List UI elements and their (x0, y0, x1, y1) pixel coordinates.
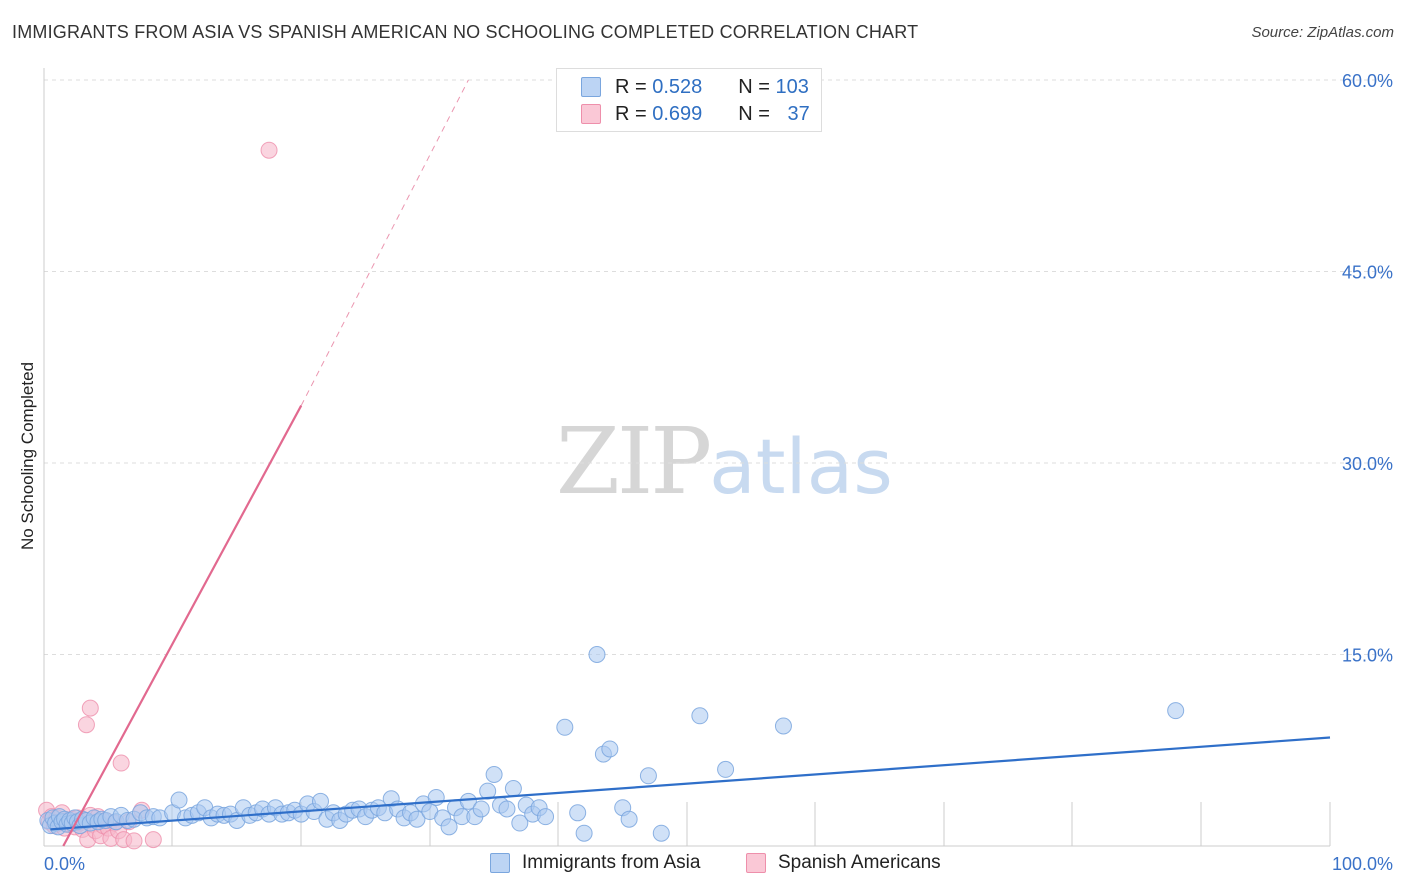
x-tick-label-max: 100.0% (1332, 854, 1393, 874)
spanish-americans-points (38, 141, 278, 850)
immigrants-asia-point (311, 792, 329, 810)
immigrants-asia-point (575, 824, 593, 842)
immigrants-asia-point (479, 782, 497, 800)
immigrants-asia-point (601, 740, 619, 758)
source-credit: Source: ZipAtlas.com (1251, 24, 1394, 41)
immigrants-asia-point (485, 766, 503, 784)
legend-row-asia: R = 0.528 N = 103 (557, 74, 809, 100)
immigrants-asia-point (691, 707, 709, 725)
spanish-americans-point (112, 754, 130, 772)
spanish-trend-extension (300, 79, 469, 406)
asia-trend-line (50, 736, 1331, 831)
correlation-legend: R = 0.528 N = 103 R = 0.699 N = 37 (556, 68, 822, 132)
immigrants-asia-point (588, 646, 606, 663)
immigrants-asia-point (717, 760, 735, 778)
grid-lines (44, 79, 1392, 846)
spanish-americans-point (77, 716, 95, 734)
immigrants-asia-point (652, 824, 670, 842)
immigrants-asia-point (620, 810, 638, 828)
y-tick-label: 15.0% (1342, 646, 1393, 666)
immigrants-asia-point (537, 808, 555, 826)
immigrants-asia-point (472, 800, 490, 818)
immigrants-asia-point (639, 767, 657, 785)
legend-row-spanish: R = 0.699 N = 37 (557, 101, 810, 127)
blue-swatch (490, 853, 510, 873)
pink-swatch (581, 104, 601, 124)
spanish-americans-point (125, 832, 143, 850)
watermark: ZIPatlas (556, 408, 893, 515)
y-tick-label: 30.0% (1342, 454, 1393, 474)
immigrants-asia-point (440, 818, 458, 836)
blue-swatch (581, 77, 601, 97)
immigrants-asia-point (556, 718, 574, 736)
immigrants-asia-point (1167, 702, 1185, 720)
immigrants-asia-points (39, 646, 1185, 842)
axes (43, 68, 1330, 847)
immigrants-asia-point (408, 810, 426, 828)
spanish-americans-point (144, 831, 162, 849)
x-tick-label-min: 0.0% (44, 854, 85, 874)
spanish-trend-line (62, 405, 303, 847)
legend-label-spanish: Spanish Americans (778, 852, 941, 873)
y-axis-label: No Schooling Completed (18, 361, 37, 551)
spanish-americans-point (81, 699, 99, 717)
immigrants-asia-point (459, 792, 477, 810)
y-tick-label: 45.0% (1342, 263, 1393, 283)
immigrants-asia-point (498, 800, 516, 818)
spanish-americans-point (260, 141, 278, 159)
immigrants-asia-point (774, 717, 792, 735)
chart-title: IMMIGRANTS FROM ASIA VS SPANISH AMERICAN… (12, 22, 919, 42)
trend-lines (50, 79, 1331, 847)
legend-item-spanish[interactable]: Spanish Americans (746, 852, 941, 874)
series-legend: Immigrants from Asia Spanish Americans (0, 852, 1406, 878)
legend-label-asia: Immigrants from Asia (522, 852, 701, 873)
immigrants-asia-point (170, 791, 188, 809)
tick-labels: 15.0% 30.0% 45.0% 60.0% 0.0% 100.0% (44, 71, 1393, 874)
y-tick-label: 60.0% (1342, 71, 1393, 91)
pink-swatch (746, 853, 766, 873)
immigrants-asia-point (504, 780, 522, 798)
legend-item-asia[interactable]: Immigrants from Asia (490, 852, 700, 874)
immigrants-asia-point (569, 804, 587, 822)
immigrants-asia-point (511, 814, 529, 832)
